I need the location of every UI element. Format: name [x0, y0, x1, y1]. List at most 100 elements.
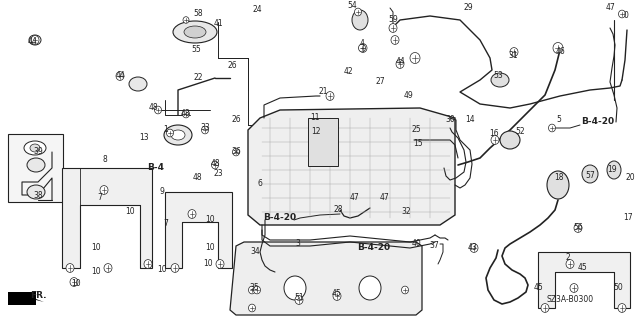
- Text: 8: 8: [102, 155, 108, 165]
- Text: 48: 48: [180, 109, 190, 118]
- Text: 48: 48: [148, 103, 158, 113]
- Ellipse shape: [607, 161, 621, 179]
- Ellipse shape: [182, 110, 189, 118]
- Bar: [8, 134, 63, 202]
- Text: 1: 1: [164, 125, 168, 135]
- Ellipse shape: [391, 36, 399, 44]
- Text: 20: 20: [625, 174, 635, 182]
- Ellipse shape: [500, 131, 520, 149]
- Text: 54: 54: [347, 2, 357, 11]
- Ellipse shape: [31, 36, 39, 44]
- Text: 47: 47: [379, 194, 389, 203]
- Ellipse shape: [188, 210, 196, 219]
- Text: 6: 6: [257, 180, 262, 189]
- Text: 59: 59: [388, 16, 398, 25]
- Ellipse shape: [144, 260, 152, 268]
- Ellipse shape: [566, 260, 574, 268]
- Text: 35: 35: [249, 284, 259, 293]
- Text: FR.: FR.: [29, 291, 46, 300]
- Text: 4: 4: [360, 40, 364, 48]
- Text: 18: 18: [554, 174, 564, 182]
- Ellipse shape: [248, 304, 255, 312]
- Ellipse shape: [284, 276, 306, 300]
- Ellipse shape: [253, 286, 260, 294]
- Ellipse shape: [202, 126, 209, 134]
- Ellipse shape: [491, 73, 509, 87]
- Text: 5: 5: [557, 115, 561, 124]
- Text: 53: 53: [493, 71, 503, 80]
- Text: 44: 44: [27, 38, 37, 47]
- Ellipse shape: [104, 263, 112, 272]
- Text: 10: 10: [205, 216, 215, 225]
- Ellipse shape: [359, 44, 367, 52]
- Polygon shape: [538, 252, 630, 308]
- Text: 34: 34: [250, 248, 260, 256]
- Text: 10: 10: [203, 259, 213, 269]
- Text: 21: 21: [318, 87, 328, 97]
- Text: 29: 29: [463, 4, 473, 12]
- Ellipse shape: [27, 158, 45, 172]
- Polygon shape: [248, 108, 455, 225]
- Ellipse shape: [66, 263, 74, 272]
- Ellipse shape: [154, 106, 161, 114]
- Ellipse shape: [553, 42, 563, 54]
- Text: 19: 19: [607, 166, 617, 174]
- Ellipse shape: [396, 60, 404, 68]
- Ellipse shape: [211, 161, 218, 169]
- Ellipse shape: [410, 53, 420, 63]
- Ellipse shape: [547, 171, 569, 199]
- Text: 32: 32: [401, 207, 411, 217]
- Ellipse shape: [164, 125, 192, 145]
- Text: 3: 3: [296, 240, 300, 249]
- Text: 13: 13: [139, 133, 149, 143]
- Ellipse shape: [184, 26, 206, 38]
- Text: 10: 10: [91, 243, 101, 253]
- Text: 56: 56: [573, 224, 583, 233]
- Text: 27: 27: [375, 78, 385, 86]
- Text: 45: 45: [332, 290, 342, 299]
- Text: 12: 12: [311, 128, 321, 137]
- Ellipse shape: [548, 124, 556, 132]
- Ellipse shape: [24, 141, 46, 155]
- Text: 31: 31: [508, 51, 518, 61]
- Ellipse shape: [389, 24, 397, 33]
- Ellipse shape: [401, 286, 408, 294]
- Ellipse shape: [295, 296, 303, 304]
- Ellipse shape: [333, 292, 341, 300]
- Text: 17: 17: [623, 213, 633, 222]
- Ellipse shape: [100, 186, 108, 194]
- Text: B-4-20: B-4-20: [581, 117, 614, 127]
- Text: 45: 45: [533, 284, 543, 293]
- Text: 45: 45: [578, 263, 588, 272]
- Text: 48: 48: [210, 160, 220, 168]
- Ellipse shape: [541, 304, 549, 312]
- Text: 44: 44: [115, 71, 125, 80]
- Text: 25: 25: [411, 125, 421, 135]
- Text: 37: 37: [429, 241, 439, 250]
- Text: 44: 44: [396, 57, 406, 66]
- Text: 40: 40: [411, 240, 421, 249]
- Text: B-4-20: B-4-20: [264, 213, 296, 222]
- Ellipse shape: [173, 21, 217, 43]
- Bar: [308, 118, 338, 166]
- Text: 11: 11: [310, 114, 320, 122]
- Text: 24: 24: [252, 5, 262, 14]
- Text: 50: 50: [613, 284, 623, 293]
- Ellipse shape: [27, 185, 45, 199]
- Text: 41: 41: [213, 19, 223, 28]
- Ellipse shape: [171, 263, 179, 272]
- Ellipse shape: [326, 92, 334, 100]
- Ellipse shape: [618, 304, 626, 312]
- Ellipse shape: [582, 165, 598, 183]
- Ellipse shape: [355, 8, 362, 16]
- Text: 10: 10: [91, 268, 101, 277]
- Ellipse shape: [570, 284, 578, 293]
- Text: 10: 10: [157, 265, 167, 275]
- Text: 10: 10: [71, 279, 81, 288]
- Ellipse shape: [510, 48, 518, 56]
- Polygon shape: [62, 168, 152, 268]
- Text: 23: 23: [213, 169, 223, 179]
- Text: 36: 36: [231, 147, 241, 157]
- Ellipse shape: [470, 244, 478, 252]
- Text: 47: 47: [605, 4, 615, 12]
